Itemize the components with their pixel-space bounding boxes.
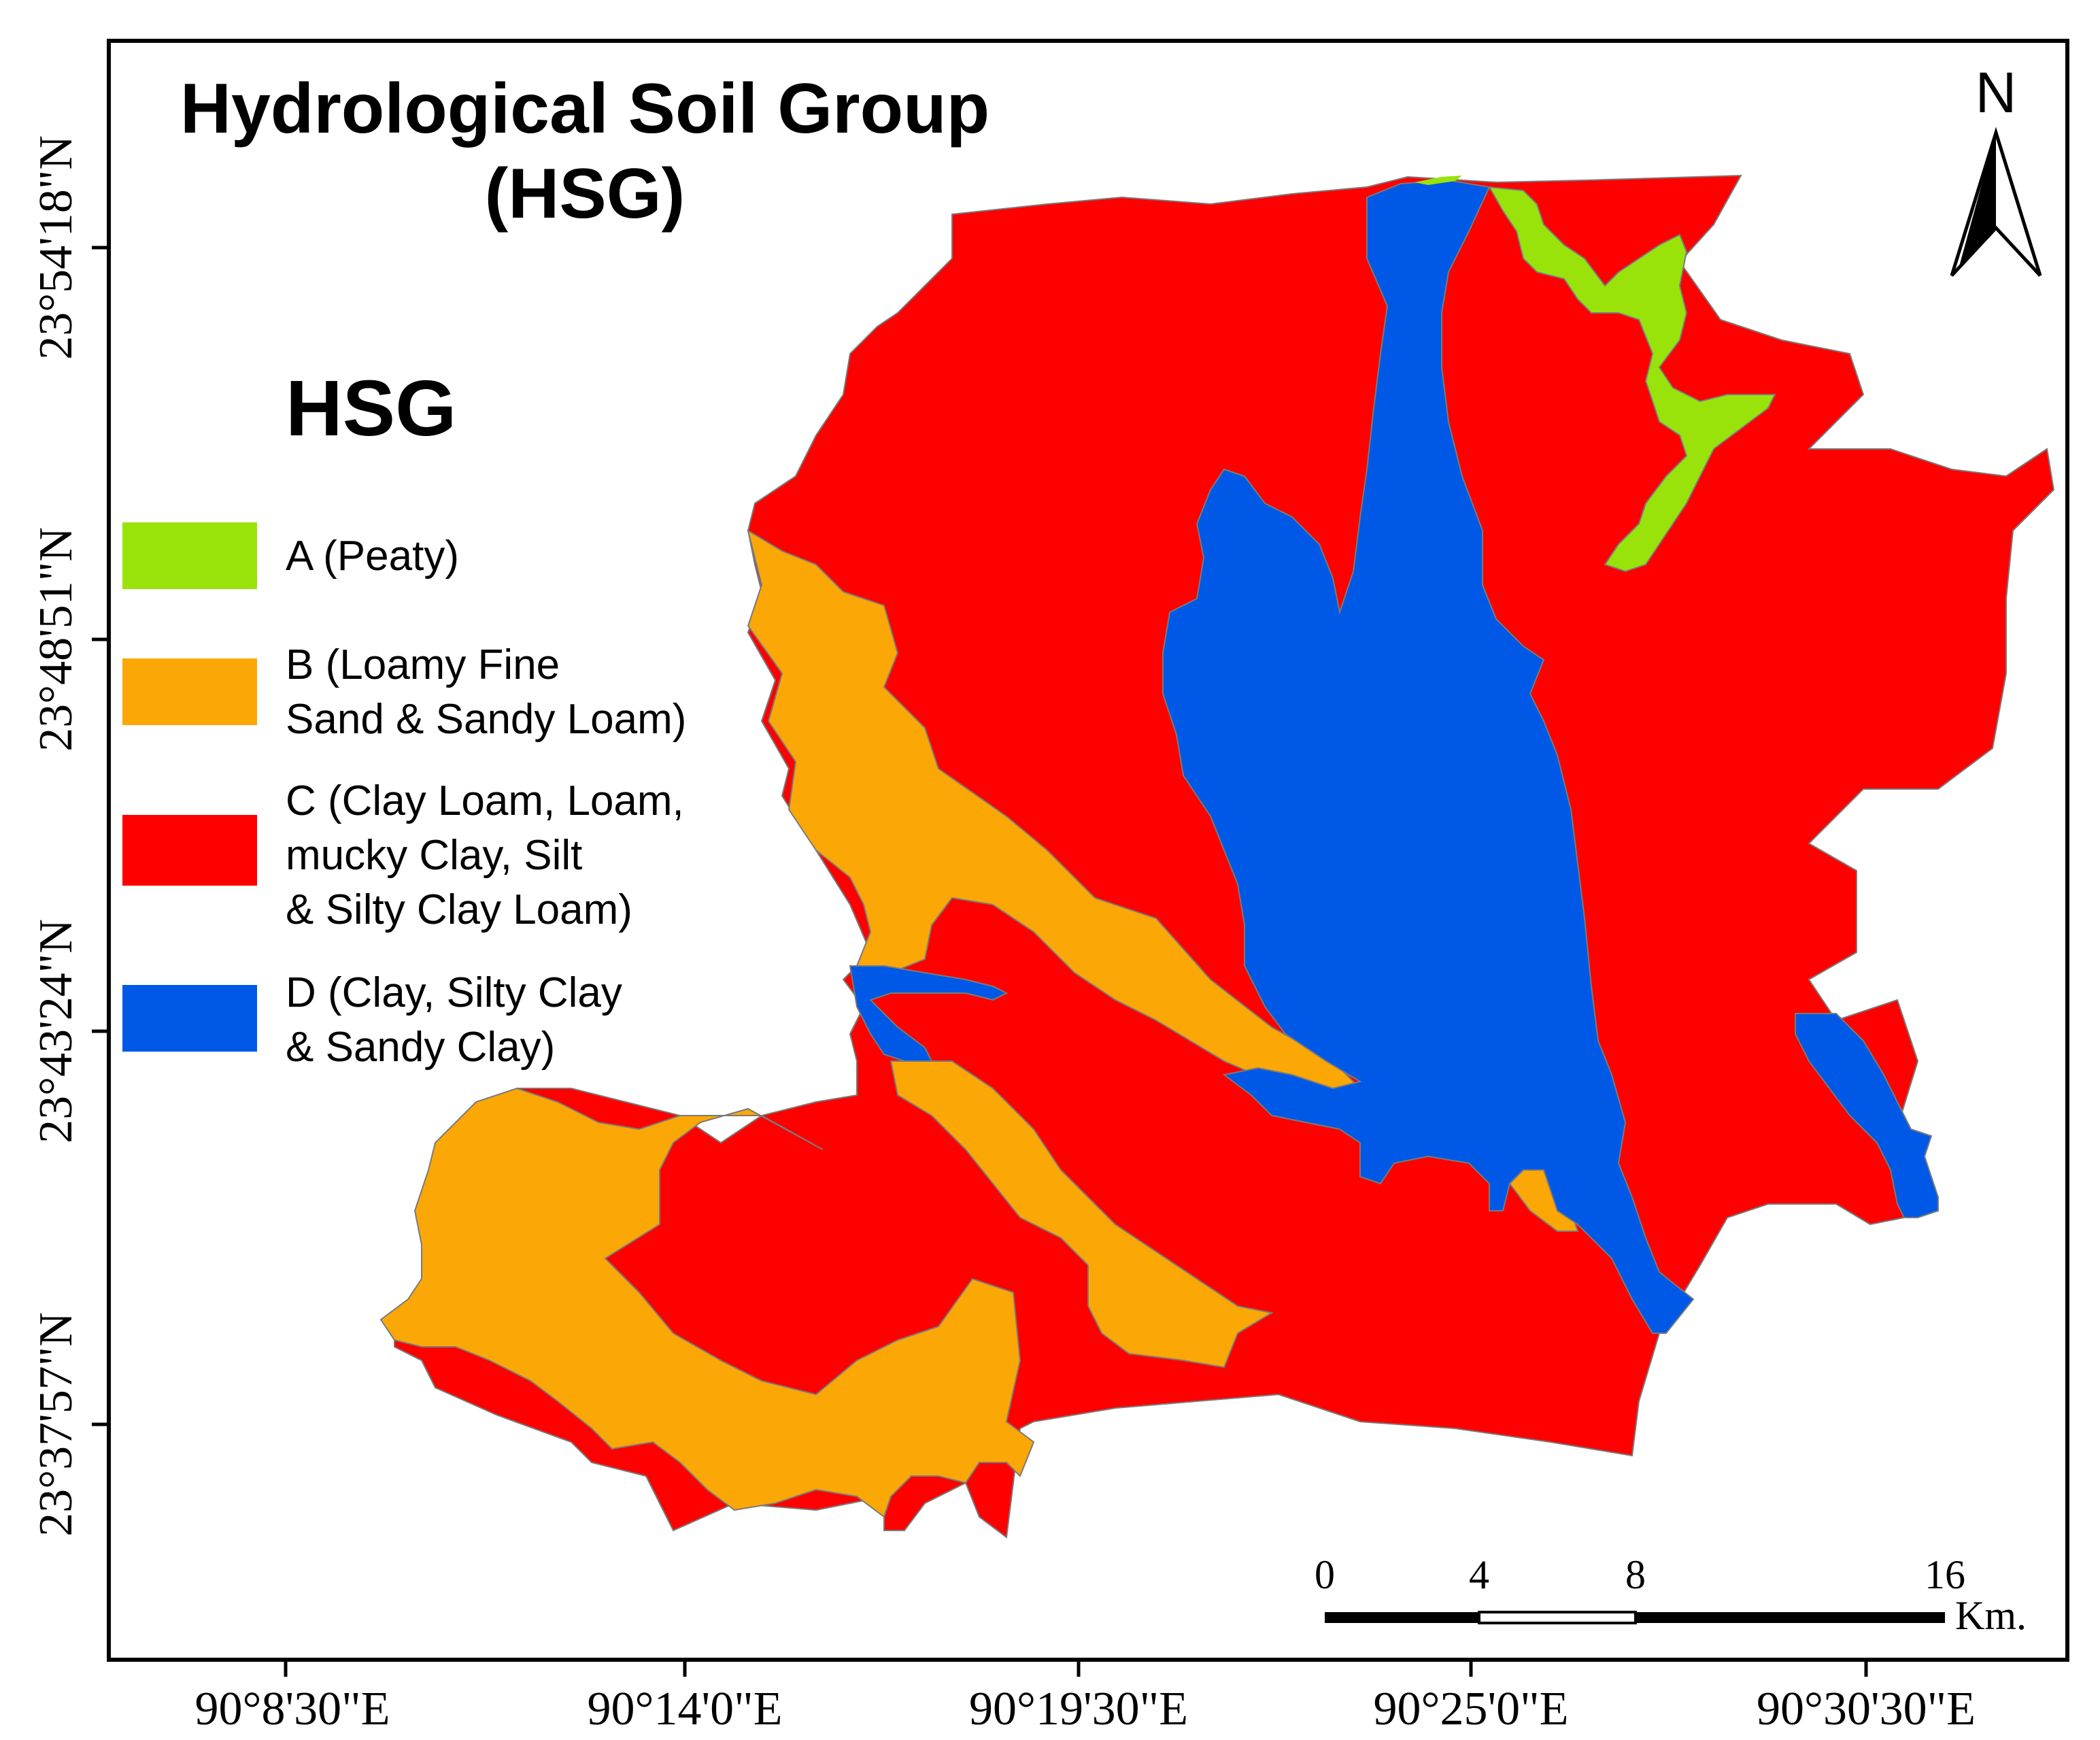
lon-label-3: 90°19'30"E bbox=[969, 1683, 1188, 1735]
soil-region-group-c bbox=[394, 174, 2055, 1539]
legend-label-c-line3: & Silty Clay Loam) bbox=[286, 886, 632, 933]
legend-label-a-line1: A (Peaty) bbox=[286, 533, 459, 580]
scale-tick-label-16: 16 bbox=[1925, 1552, 1965, 1597]
scale-segment-3 bbox=[1636, 1612, 1945, 1623]
lon-label-4: 90°25'0"E bbox=[1374, 1683, 1569, 1735]
legend: HSG A (Peaty) B (Loamy Fine Sand & Sandy… bbox=[122, 364, 686, 1071]
soil-regions bbox=[379, 174, 2055, 1539]
lat-label-4: 23°37'57"N bbox=[30, 1312, 82, 1537]
legend-item-d: D (Clay, Silty Clay & Sandy Clay) bbox=[122, 969, 622, 1071]
lon-label-1: 90°8'30"E bbox=[195, 1683, 390, 1735]
north-arrow: N bbox=[1950, 61, 2042, 277]
legend-label-d-line1: D (Clay, Silty Clay bbox=[286, 969, 622, 1016]
lat-label-3: 23°43'24"N bbox=[30, 919, 82, 1143]
legend-label-b-line1: B (Loamy Fine bbox=[286, 641, 560, 688]
lon-label-5: 90°30'30"E bbox=[1757, 1683, 1976, 1735]
lon-label-2: 90°14'0"E bbox=[588, 1683, 783, 1735]
legend-item-b: B (Loamy Fine Sand & Sandy Loam) bbox=[122, 641, 686, 743]
soil-region-group-a-top bbox=[1415, 175, 1462, 185]
soil-region-group-d-east bbox=[1795, 1013, 1939, 1218]
scale-tick-label-4: 4 bbox=[1469, 1552, 1489, 1597]
soil-region-group-b-southwest bbox=[379, 1087, 1035, 1518]
map-title-line2: (HSG) bbox=[485, 154, 685, 233]
scale-segment-1 bbox=[1325, 1612, 1479, 1623]
legend-swatch-b bbox=[122, 658, 257, 725]
map-title-line1: Hydrological Soil Group bbox=[180, 69, 989, 148]
north-arrow-fill bbox=[1959, 133, 1996, 269]
legend-label-c-line1: C (Clay Loam, Loam, bbox=[286, 777, 684, 824]
legend-heading: HSG bbox=[286, 364, 456, 452]
scale-unit: Km. bbox=[1955, 1593, 2027, 1638]
legend-item-a: A (Peaty) bbox=[122, 522, 459, 589]
legend-item-c: C (Clay Loam, Loam, mucky Clay, Silt & S… bbox=[122, 777, 684, 933]
legend-label-b-line2: Sand & Sandy Loam) bbox=[286, 696, 686, 743]
soil-region-group-a bbox=[1488, 186, 1776, 573]
longitude-axis: 90°8'30"E 90°14'0"E 90°19'30"E 90°25'0"E… bbox=[195, 1660, 1976, 1735]
scale-tick-label-8: 8 bbox=[1625, 1552, 1646, 1597]
latitude-axis: 23°54'18"N 23°48'51"N 23°43'24"N 23°37'5… bbox=[30, 135, 109, 1537]
north-label: N bbox=[1976, 61, 2017, 124]
scale-tick-label-0: 0 bbox=[1315, 1552, 1335, 1597]
legend-swatch-c bbox=[122, 815, 257, 886]
soil-region-group-b-central bbox=[890, 1060, 1274, 1369]
legend-label-c-line2: mucky Clay, Silt bbox=[286, 832, 582, 879]
legend-swatch-d bbox=[122, 985, 257, 1052]
lat-label-1: 23°54'18"N bbox=[30, 135, 82, 360]
soil-region-group-d-central bbox=[1162, 179, 1695, 1334]
scale-segment-2 bbox=[1478, 1611, 1637, 1624]
soil-region-group-b-west bbox=[747, 529, 1362, 1097]
scale-bar: 0 4 8 16 Km. bbox=[1315, 1552, 2027, 1638]
soil-region-group-d-west bbox=[849, 965, 1009, 1062]
legend-swatch-a bbox=[122, 522, 257, 589]
legend-label-d-line2: & Sandy Clay) bbox=[286, 1024, 555, 1071]
lat-label-2: 23°48'51"N bbox=[30, 527, 82, 752]
